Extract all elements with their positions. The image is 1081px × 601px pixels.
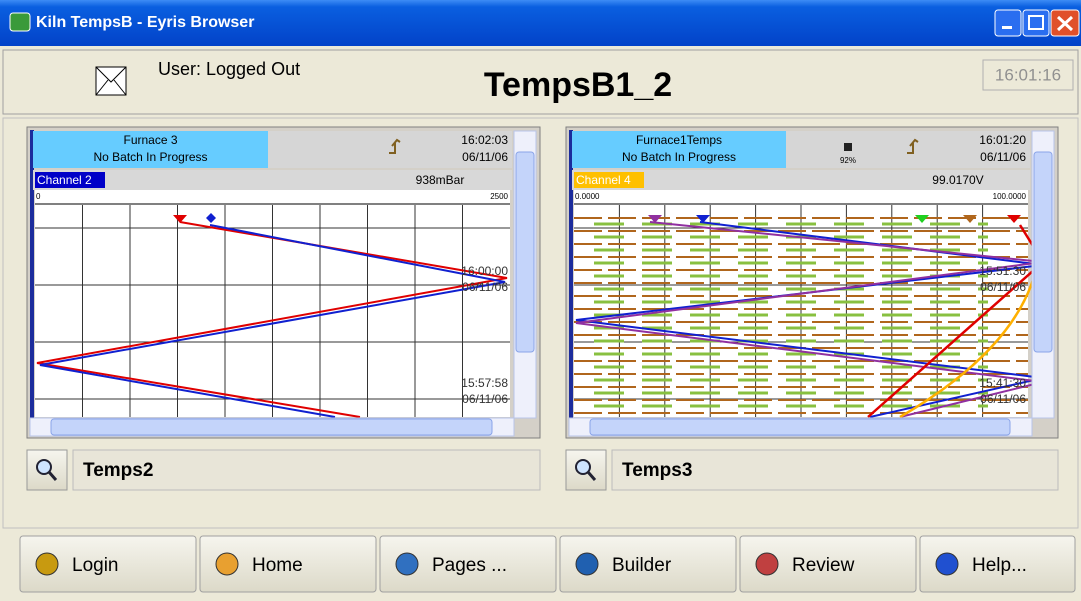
group-box (572, 131, 786, 168)
trend-name-box (72, 449, 541, 491)
button-icon (215, 552, 239, 576)
channel-label: Channel 4 (576, 173, 631, 187)
marker-red (173, 215, 187, 223)
timestamp-time: 15:41:30 (979, 376, 1026, 390)
button-icon (35, 552, 59, 576)
toolbar-button[interactable] (739, 535, 917, 593)
header-bar (2, 49, 1079, 115)
batch-status: No Batch In Progress (622, 150, 736, 164)
channel-label-bg (574, 172, 644, 188)
channel-bar (33, 170, 512, 190)
channel-reading: 938mBar (416, 173, 465, 187)
timestamp-time: 16:00:00 (461, 264, 508, 278)
trend-frame-edge (30, 130, 34, 418)
scale-min: 0 (36, 192, 41, 201)
trend-name: Temps2 (83, 460, 153, 481)
zoom-icon-handle (47, 471, 58, 481)
button-icon (935, 552, 959, 576)
scale-max: 100.0000 (993, 192, 1027, 201)
marker (696, 215, 710, 223)
window-title: Kiln TempsB - Eyris Browser (36, 14, 254, 31)
scroll-thumb[interactable] (515, 151, 535, 353)
scale-bar (35, 190, 510, 205)
mail-icon[interactable] (95, 66, 127, 96)
scroll-thumb[interactable] (50, 418, 493, 436)
toolbar-button[interactable] (19, 535, 197, 593)
batch-status: No Batch In Progress (93, 150, 207, 164)
panel-time: 16:01:20 (979, 133, 1026, 147)
toolbar-button[interactable] (559, 535, 737, 593)
panel-date: 06/11/06 (462, 150, 508, 164)
group-name: Furnace 3 (123, 133, 177, 147)
scale-bar (574, 190, 1028, 205)
button-icon (755, 552, 779, 576)
zoom-icon (36, 459, 52, 475)
window-controls (994, 9, 1080, 37)
scroll-thumb[interactable] (589, 418, 1011, 436)
marker-blue (206, 213, 216, 223)
trace-blue (39, 224, 506, 418)
probe-icon (389, 138, 401, 154)
minimize-button[interactable] (994, 9, 1022, 37)
scale-min: 0.0000 (575, 192, 600, 201)
scale-max: 2500 (490, 192, 508, 201)
button-icon (395, 552, 419, 576)
panel-date: 06/11/06 (980, 150, 1026, 164)
panel-time: 16:02:03 (461, 133, 508, 147)
button-label: Builder (612, 555, 672, 576)
timestamp-date: 06/11/06 (462, 392, 508, 406)
button-label: Review (792, 555, 855, 576)
page-title: TempsB1_2 (484, 66, 672, 104)
minimize-glyph (1002, 26, 1012, 29)
marker (963, 215, 977, 223)
disk-usage: 92% (840, 156, 856, 165)
user-status: User: Logged Out (158, 59, 300, 79)
channel-label: Channel 2 (37, 173, 92, 187)
timestamp-time: 15:51:30 (979, 264, 1026, 278)
button-label: Home (252, 555, 303, 576)
group-name: Furnace1Temps (636, 133, 722, 147)
button-label: Pages ... (432, 555, 507, 576)
probe-icon (907, 138, 919, 154)
maximize-button[interactable] (1022, 9, 1050, 37)
channel-bar (572, 170, 1030, 190)
toolbar-button[interactable] (919, 535, 1076, 593)
trend-name-box (611, 449, 1059, 491)
envelope-lines (95, 66, 127, 96)
marker (915, 215, 929, 223)
button-label: Help... (972, 555, 1027, 576)
marker (648, 215, 662, 223)
zoom-icon-handle (586, 471, 597, 481)
trace-purple (575, 221, 1044, 418)
zoom-icon (575, 459, 591, 475)
maximize-glyph (1028, 15, 1044, 30)
marker (1007, 215, 1021, 223)
app-icon (9, 12, 31, 32)
channel-label-bg (35, 172, 105, 188)
channel-reading: 99.0170V (932, 173, 983, 187)
title-bar (0, 0, 1081, 46)
close-glyph (1056, 15, 1074, 32)
timestamp-date: 06/11/06 (462, 280, 508, 294)
timestamp-date: 06/11/06 (980, 392, 1026, 406)
timestamp-time: 15:57:58 (461, 376, 508, 390)
clock-box (982, 59, 1074, 91)
button-icon (575, 552, 599, 576)
scroll-thumb[interactable] (1033, 151, 1053, 353)
trend-name: Temps3 (622, 460, 692, 481)
toolbar-button[interactable] (199, 535, 377, 593)
clock: 16:01:16 (995, 65, 1061, 84)
trend-frame-edge (569, 130, 573, 418)
disk-icon (844, 143, 852, 151)
button-label: Login (72, 555, 119, 576)
timestamp-date: 06/11/06 (980, 280, 1026, 294)
toolbar-button[interactable] (379, 535, 557, 593)
group-box (33, 131, 268, 168)
